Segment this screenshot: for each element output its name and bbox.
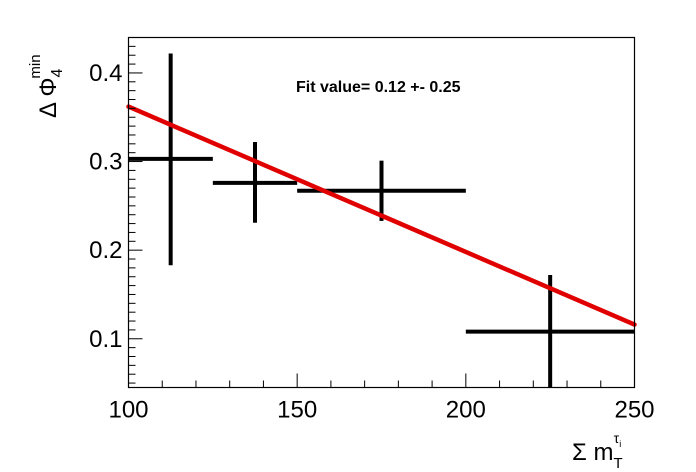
y-tick-label: 0.3: [89, 149, 122, 176]
x-axis-ticks: 100 150 200 250: [108, 373, 655, 424]
y-axis-title-main: Δ Φ: [35, 77, 62, 118]
y-tick-label: 0.4: [89, 60, 122, 87]
x-tick-label: 250: [614, 397, 654, 424]
x-axis-title-supsub: i: [619, 439, 621, 449]
data-point: [212, 142, 298, 223]
y-tick-label: 0.1: [89, 326, 122, 353]
y-axis-ticks: 0.1 0.2 0.3 0.4: [89, 37, 143, 384]
y-axis-title-sub: 4: [49, 68, 66, 77]
x-tick-label: 150: [277, 397, 317, 424]
data-point: [128, 53, 213, 266]
y-axis-title-sup: min: [27, 54, 44, 78]
x-axis-title-sub: T: [614, 455, 623, 472]
x-axis-title-sup: τ: [614, 430, 620, 446]
data-marks: [128, 53, 635, 388]
x-tick-label: 200: [446, 397, 486, 424]
x-axis-title: Σ mTτi: [572, 430, 623, 472]
fit-annotation: Fit value= 0.12 +- 0.25: [296, 79, 461, 96]
data-point: [465, 274, 635, 388]
y-axis-title: Δ Φ4 min: [27, 54, 66, 118]
x-axis-title-main: Σ m: [572, 439, 614, 466]
y-tick-label: 0.2: [89, 237, 122, 264]
x-tick-label: 100: [108, 397, 148, 424]
fit-line: [126, 104, 637, 327]
plot-frame: [127, 36, 636, 389]
